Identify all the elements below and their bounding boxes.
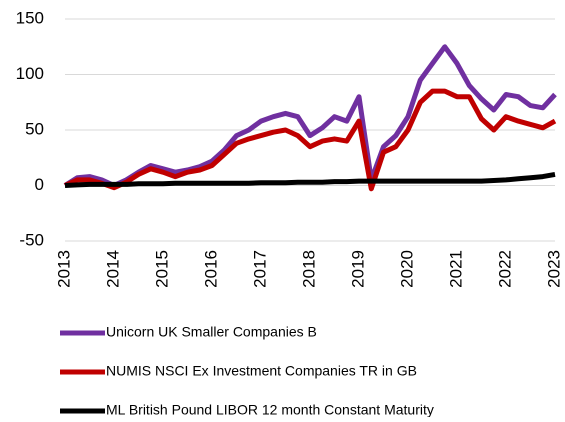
x-tick-label: 2016: [201, 250, 220, 288]
x-tick-label: 2017: [250, 250, 269, 288]
series-line: [63, 88, 557, 192]
x-tick-label: 2019: [348, 250, 367, 288]
x-tick-label: 2018: [299, 250, 318, 288]
series-line: [63, 44, 557, 188]
y-tick-label: 150: [16, 8, 44, 27]
x-tick-label: 2013: [54, 250, 73, 288]
x-tick-label: 2020: [397, 250, 416, 288]
legend-label: NUMIS NSCI Ex Investment Companies TR in…: [106, 363, 417, 379]
y-tick-label: 0: [35, 175, 44, 194]
y-tick-label: 100: [16, 64, 44, 83]
legend-label: ML British Pound LIBOR 12 month Constant…: [106, 402, 434, 417]
x-tick-label: 2022: [495, 250, 514, 288]
x-tick-label: 2014: [103, 250, 122, 288]
series-line: [64, 171, 556, 188]
x-tick-label: 2015: [152, 250, 171, 288]
y-tick-label: 50: [25, 119, 44, 138]
x-tick-label: 2023: [544, 250, 563, 288]
legend-label: Unicorn UK Smaller Companies B: [106, 324, 317, 340]
x-tick-label: 2021: [446, 250, 465, 288]
y-tick-label: -50: [19, 230, 44, 249]
